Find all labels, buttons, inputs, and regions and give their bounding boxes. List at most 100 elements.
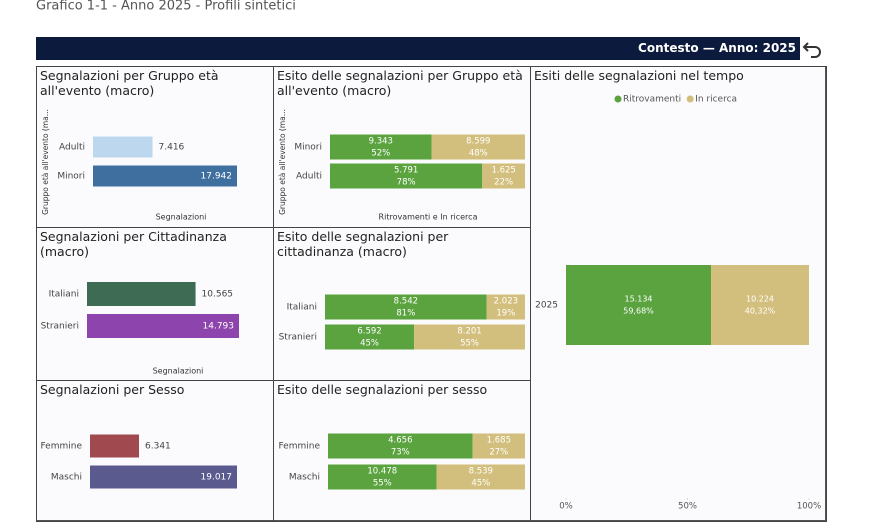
value-label: 6.341 bbox=[145, 442, 171, 452]
category-label: Italiani bbox=[49, 290, 79, 300]
bar-segment bbox=[330, 134, 432, 160]
value-label: 17.942 bbox=[201, 172, 233, 182]
value-label: 14.793 bbox=[203, 322, 235, 332]
x-axis-label: Ritrovamenti e In ricerca bbox=[379, 213, 478, 222]
value-label: 1.685 bbox=[487, 436, 511, 446]
category-label: Minori bbox=[294, 143, 322, 153]
value-label: 10.565 bbox=[202, 290, 234, 300]
bar-segment bbox=[566, 265, 712, 345]
bar-segment bbox=[436, 464, 525, 490]
panel-title-box: Segnalazioni per Sesso bbox=[40, 382, 185, 397]
share-label: 45% bbox=[471, 479, 490, 489]
category-label: Italiani bbox=[287, 303, 317, 313]
share-label: 48% bbox=[469, 149, 488, 159]
panel bbox=[530, 66, 827, 522]
panel-title-box: Esito delle segnalazioni per Gruppo età … bbox=[277, 68, 523, 98]
value-label: 1.625 bbox=[491, 166, 515, 176]
share-label: 55% bbox=[460, 339, 479, 349]
share-label: 45% bbox=[360, 339, 379, 349]
x-tick-label: 0% bbox=[559, 502, 573, 512]
category-label: Adulti bbox=[59, 143, 85, 153]
legend-swatch bbox=[614, 95, 622, 103]
legend-label: Ritrovamenti bbox=[623, 95, 681, 105]
context-bar bbox=[36, 37, 800, 60]
y-axis-label: Gruppo età all'evento (ma... bbox=[278, 109, 287, 215]
bar-segment bbox=[325, 324, 415, 350]
bar-segment bbox=[472, 433, 525, 459]
bar bbox=[90, 465, 237, 489]
category-label: Femmine bbox=[279, 442, 321, 452]
caption: Grafico 1-1 - Anno 2025 - Profili sintet… bbox=[36, 0, 296, 14]
bar-segment bbox=[325, 294, 487, 320]
bar-segment bbox=[482, 163, 525, 189]
share-label: 40,32% bbox=[745, 307, 776, 316]
x-axis-label: Segnalazioni bbox=[153, 367, 204, 376]
share-label: 59,68% bbox=[623, 307, 654, 316]
value-label: 8.542 bbox=[394, 297, 418, 307]
panel-title: Esito delle segnalazioni per cittadinanz… bbox=[277, 229, 449, 259]
bar-segment bbox=[414, 324, 525, 350]
bar-segment bbox=[328, 464, 437, 490]
bar bbox=[87, 314, 239, 338]
category-label: Maschi bbox=[289, 473, 320, 483]
share-label: 78% bbox=[397, 178, 416, 188]
value-label: 10.478 bbox=[367, 467, 397, 477]
panel-title: Segnalazioni per Gruppo età all'evento (… bbox=[40, 68, 219, 98]
bar bbox=[93, 165, 237, 187]
share-label: 19% bbox=[496, 309, 515, 319]
value-label: 2.023 bbox=[494, 297, 518, 307]
share-label: 52% bbox=[371, 149, 390, 159]
panel-title-box: Esito delle segnalazioni per sesso bbox=[277, 382, 488, 397]
bar bbox=[93, 136, 153, 158]
category-label: Adulti bbox=[296, 172, 322, 182]
bar bbox=[90, 434, 140, 458]
panel-title: Esito delle segnalazioni per sesso bbox=[277, 382, 488, 397]
share-label: 55% bbox=[373, 479, 392, 489]
value-label: 19.017 bbox=[201, 473, 233, 483]
value-label: 15.134 bbox=[625, 295, 653, 304]
back-button[interactable] bbox=[802, 42, 821, 58]
category-label: 2025 bbox=[535, 301, 558, 311]
panel-title: Esito delle segnalazioni per Gruppo età … bbox=[277, 68, 523, 98]
panel-title-box: Segnalazioni per Gruppo età all'evento (… bbox=[40, 68, 219, 98]
panel-title-box: Esiti delle segnalazioni nel tempo bbox=[534, 68, 744, 83]
panel-title: Segnalazioni per Sesso bbox=[40, 382, 185, 397]
value-label: 8.599 bbox=[466, 137, 490, 147]
x-tick-label: 100% bbox=[797, 502, 821, 512]
share-label: 81% bbox=[396, 309, 415, 319]
bar bbox=[87, 282, 196, 306]
value-label: 4.656 bbox=[388, 436, 412, 446]
x-tick-label: 50% bbox=[678, 502, 697, 512]
bar-segment bbox=[330, 163, 483, 189]
bar-segment bbox=[486, 294, 525, 320]
share-label: 22% bbox=[494, 178, 513, 188]
value-label: 6.592 bbox=[357, 327, 381, 337]
value-label: 9.343 bbox=[369, 137, 393, 147]
bar-segment bbox=[431, 134, 525, 160]
panel-title: Esiti delle segnalazioni nel tempo bbox=[534, 68, 744, 83]
panel-title-box: Esito delle segnalazioni per cittadinanz… bbox=[277, 229, 449, 259]
panel-title-box: Segnalazioni per Cittadinanza (macro) bbox=[40, 229, 227, 259]
bar-segment bbox=[711, 265, 809, 345]
panel-title: Segnalazioni per Cittadinanza (macro) bbox=[40, 229, 227, 259]
bar-segment bbox=[328, 433, 473, 459]
value-label: 8.201 bbox=[457, 327, 481, 337]
context-label: Contesto — Anno: 2025 bbox=[638, 41, 796, 55]
share-label: 73% bbox=[391, 448, 410, 458]
value-label: 7.416 bbox=[159, 143, 185, 153]
legend-label: In ricerca bbox=[695, 95, 737, 105]
value-label: 5.791 bbox=[394, 166, 418, 176]
category-label: Stranieri bbox=[279, 333, 317, 343]
y-axis-label: Gruppo età all'evento (ma... bbox=[41, 109, 50, 215]
legend-swatch bbox=[686, 95, 694, 103]
value-label: 10.224 bbox=[746, 295, 774, 304]
category-label: Stranieri bbox=[41, 322, 79, 332]
category-label: Femmine bbox=[41, 442, 83, 452]
category-label: Minori bbox=[57, 172, 85, 182]
category-label: Maschi bbox=[51, 473, 82, 483]
x-axis-label: Segnalazioni bbox=[156, 213, 207, 222]
share-label: 27% bbox=[489, 448, 508, 458]
value-label: 8.539 bbox=[469, 467, 493, 477]
